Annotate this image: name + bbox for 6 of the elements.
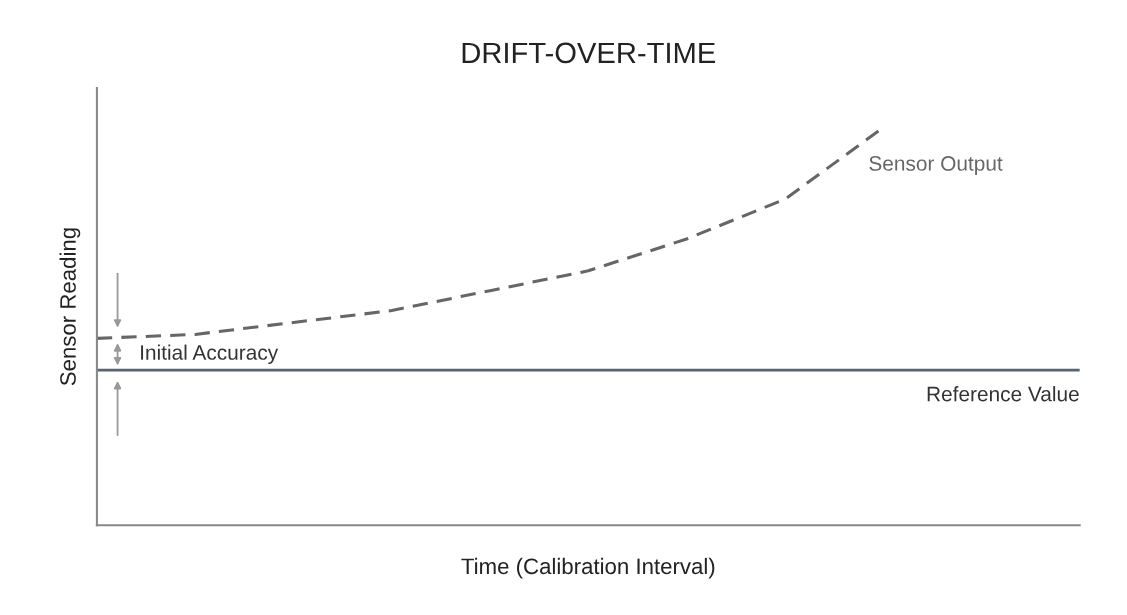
y-axis-title: Sensor Reading (59, 228, 81, 386)
x-axis-title: Time (Calibration Interval) (461, 557, 715, 579)
annotation: Initial Accuracy (141, 344, 279, 364)
ref-line-label: Reference Value (927, 386, 1079, 402)
chart-title: DRIFT-OVER-TIME (462, 42, 716, 64)
series-label: Sensor Output (869, 156, 1003, 175)
